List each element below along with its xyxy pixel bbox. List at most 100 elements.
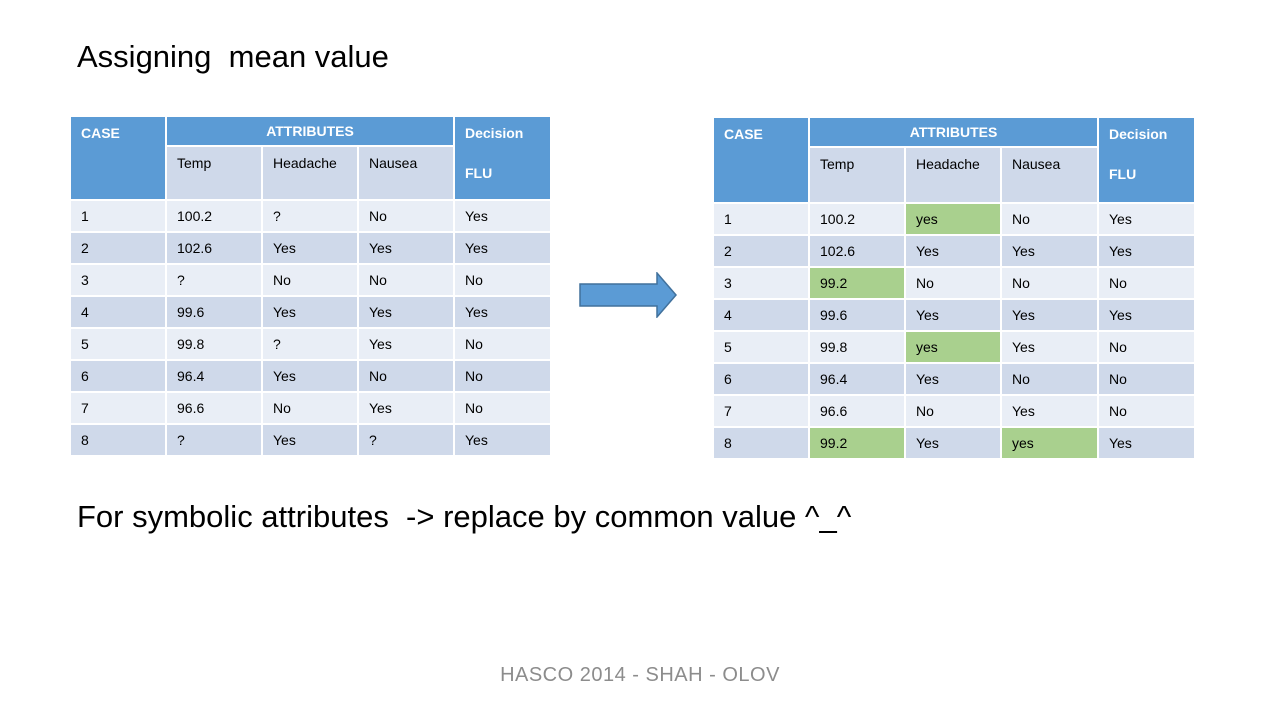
table-cell: ? bbox=[357, 423, 455, 457]
table-row: 6 96.4 Yes No No bbox=[69, 359, 552, 393]
table-row: 2 102.6 Yes Yes Yes bbox=[712, 234, 1196, 268]
table-cell: No bbox=[453, 327, 552, 361]
table-cell: 99.2 bbox=[808, 266, 906, 300]
table-cell: Yes bbox=[904, 298, 1002, 332]
table-cell: 3 bbox=[69, 263, 167, 297]
table-cell: No bbox=[357, 263, 455, 297]
header-decision-label: Decision bbox=[1109, 126, 1168, 142]
table-cell: Yes bbox=[453, 423, 552, 457]
table-cell: Yes bbox=[1000, 234, 1099, 268]
table-row: 4 99.6 Yes Yes Yes bbox=[712, 298, 1196, 332]
table-cell: Yes bbox=[1000, 298, 1099, 332]
header-attributes: ATTRIBUTES bbox=[165, 115, 455, 147]
table-cell: 2 bbox=[712, 234, 810, 268]
table-cell: No bbox=[1097, 266, 1196, 300]
table-cell: Yes bbox=[1097, 202, 1196, 236]
table-cell: 96.6 bbox=[165, 391, 263, 425]
table-cell: ? bbox=[165, 263, 263, 297]
table-cell: Yes bbox=[1097, 426, 1196, 460]
table-cell: 5 bbox=[712, 330, 810, 364]
header-flu-label: FLU bbox=[1109, 166, 1137, 182]
slide-title: Assigning mean value bbox=[77, 39, 389, 74]
header-nausea: Nausea bbox=[1000, 146, 1099, 204]
table-cell: yes bbox=[904, 202, 1002, 236]
table-cell: No bbox=[357, 359, 455, 393]
table-cell: yes bbox=[904, 330, 1002, 364]
header-decision: Decision FLU bbox=[453, 115, 552, 201]
table-cell: Yes bbox=[357, 231, 455, 265]
table-cell: Yes bbox=[1097, 234, 1196, 268]
table-cell: ? bbox=[261, 327, 359, 361]
table-row: 4 99.6 Yes Yes Yes bbox=[69, 295, 552, 329]
header-attributes: ATTRIBUTES bbox=[808, 116, 1099, 148]
table-cell: 4 bbox=[712, 298, 810, 332]
table-cell: 96.4 bbox=[165, 359, 263, 393]
table-cell: No bbox=[261, 391, 359, 425]
table-cell: 4 bbox=[69, 295, 167, 329]
table-cell: Yes bbox=[453, 199, 552, 233]
table-cell: Yes bbox=[357, 327, 455, 361]
table-cell: 2 bbox=[69, 231, 167, 265]
table-cell: 6 bbox=[69, 359, 167, 393]
table-cell: No bbox=[904, 394, 1002, 428]
table-cell: No bbox=[453, 263, 552, 297]
table-row: 3? No No No bbox=[69, 263, 552, 297]
table-cell: 1 bbox=[69, 199, 167, 233]
table-cell: Yes bbox=[357, 295, 455, 329]
right-data-table: CASE ATTRIBUTES Decision FLU Temp Headac… bbox=[712, 116, 1196, 460]
header-nausea: Nausea bbox=[357, 145, 455, 201]
table-cell: 96.6 bbox=[808, 394, 906, 428]
table-row: 6 96.4 Yes No No bbox=[712, 362, 1196, 396]
header-temp: Temp bbox=[165, 145, 263, 201]
table-cell: No bbox=[1000, 202, 1099, 236]
table-cell: 100.2 bbox=[808, 202, 906, 236]
table-cell: Yes bbox=[261, 423, 359, 457]
table-cell: 99.8 bbox=[165, 327, 263, 361]
header-temp: Temp bbox=[808, 146, 906, 204]
table-cell: 8 bbox=[712, 426, 810, 460]
slide-subtitle: For symbolic attributes -> replace by co… bbox=[77, 499, 852, 534]
table-cell: No bbox=[1097, 362, 1196, 396]
header-flu-label: FLU bbox=[465, 165, 493, 181]
table-row: 5 99.8? Yes No bbox=[69, 327, 552, 361]
table-row: 1 100.2 yes No Yes bbox=[712, 202, 1196, 236]
table-cell: No bbox=[1097, 394, 1196, 428]
table-cell: Yes bbox=[261, 231, 359, 265]
table-cell: Yes bbox=[1000, 394, 1099, 428]
table-cell: 3 bbox=[712, 266, 810, 300]
header-headache: Headache bbox=[261, 145, 359, 201]
table-cell: No bbox=[453, 391, 552, 425]
table-row: 5 99.8 yes Yes No bbox=[712, 330, 1196, 364]
header-headache: Headache bbox=[904, 146, 1002, 204]
table-cell: No bbox=[1097, 330, 1196, 364]
table-cell: No bbox=[261, 263, 359, 297]
table-cell: ? bbox=[165, 423, 263, 457]
table-cell: Yes bbox=[261, 295, 359, 329]
table-cell: 102.6 bbox=[808, 234, 906, 268]
table-cell: Yes bbox=[904, 362, 1002, 396]
table-row: 7 96.6 No Yes No bbox=[712, 394, 1196, 428]
table-cell: Yes bbox=[261, 359, 359, 393]
table-row: 3 99.2 No No No bbox=[712, 266, 1196, 300]
table-cell: 8 bbox=[69, 423, 167, 457]
header-case: CASE bbox=[712, 116, 810, 204]
table-row: 1 100.2? No Yes bbox=[69, 199, 552, 233]
table-row: 8 99.2 Yes yes Yes bbox=[712, 426, 1196, 460]
table-cell: No bbox=[357, 199, 455, 233]
table-cell: 99.8 bbox=[808, 330, 906, 364]
table-cell: 99.6 bbox=[808, 298, 906, 332]
table-cell: 100.2 bbox=[165, 199, 263, 233]
table-cell: No bbox=[904, 266, 1002, 300]
table-cell: Yes bbox=[453, 295, 552, 329]
table-cell: No bbox=[1000, 266, 1099, 300]
table-cell: Yes bbox=[357, 391, 455, 425]
table-row: 7 96.6 No Yes No bbox=[69, 391, 552, 425]
table-cell: 7 bbox=[712, 394, 810, 428]
table-cell: Yes bbox=[453, 231, 552, 265]
table-cell: Yes bbox=[1000, 330, 1099, 364]
right-arrow-icon bbox=[579, 272, 677, 318]
slide-footer: HASCO 2014 - SHAH - OLOV bbox=[500, 664, 780, 686]
table-cell: 1 bbox=[712, 202, 810, 236]
table-cell: Yes bbox=[1097, 298, 1196, 332]
table-cell: 99.2 bbox=[808, 426, 906, 460]
